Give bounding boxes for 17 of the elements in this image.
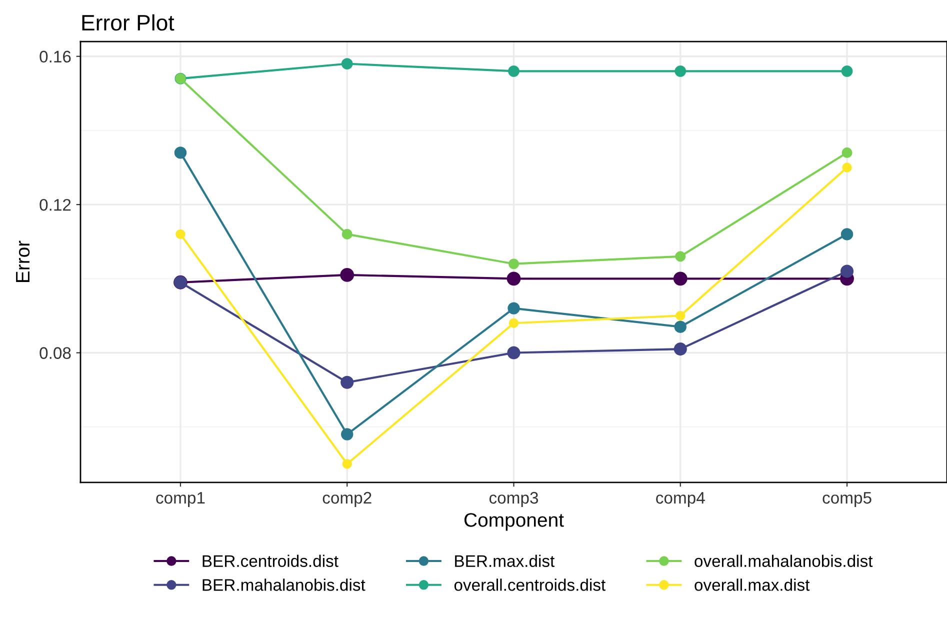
x-tick-label: comp1 [156,492,205,508]
y-tick-label: 0.16 [40,50,71,63]
x-tick-label: comp3 [489,492,538,508]
legend-label: BER.centroids.dist [202,554,338,568]
legend-label: BER.max.dist [455,554,555,568]
x-tick-label: comp5 [822,492,872,508]
legend-label: overall.centroids.dist [454,578,606,591]
legend-label: overall.mahalanobis.dist [694,554,873,568]
y-tick-label: 0.12 [40,198,71,211]
legend-label: overall.max.dist [694,578,810,591]
legend-label: BER.mahalanobis.dist [202,578,366,591]
x-tick-label: comp4 [656,492,705,508]
y-tick-label: 0.08 [40,347,71,359]
y-axis-title: Error [16,240,30,282]
x-tick-label: comp2 [322,492,372,508]
x-axis-title: Component [464,513,564,531]
chart-title: Error Plot [82,14,174,31]
